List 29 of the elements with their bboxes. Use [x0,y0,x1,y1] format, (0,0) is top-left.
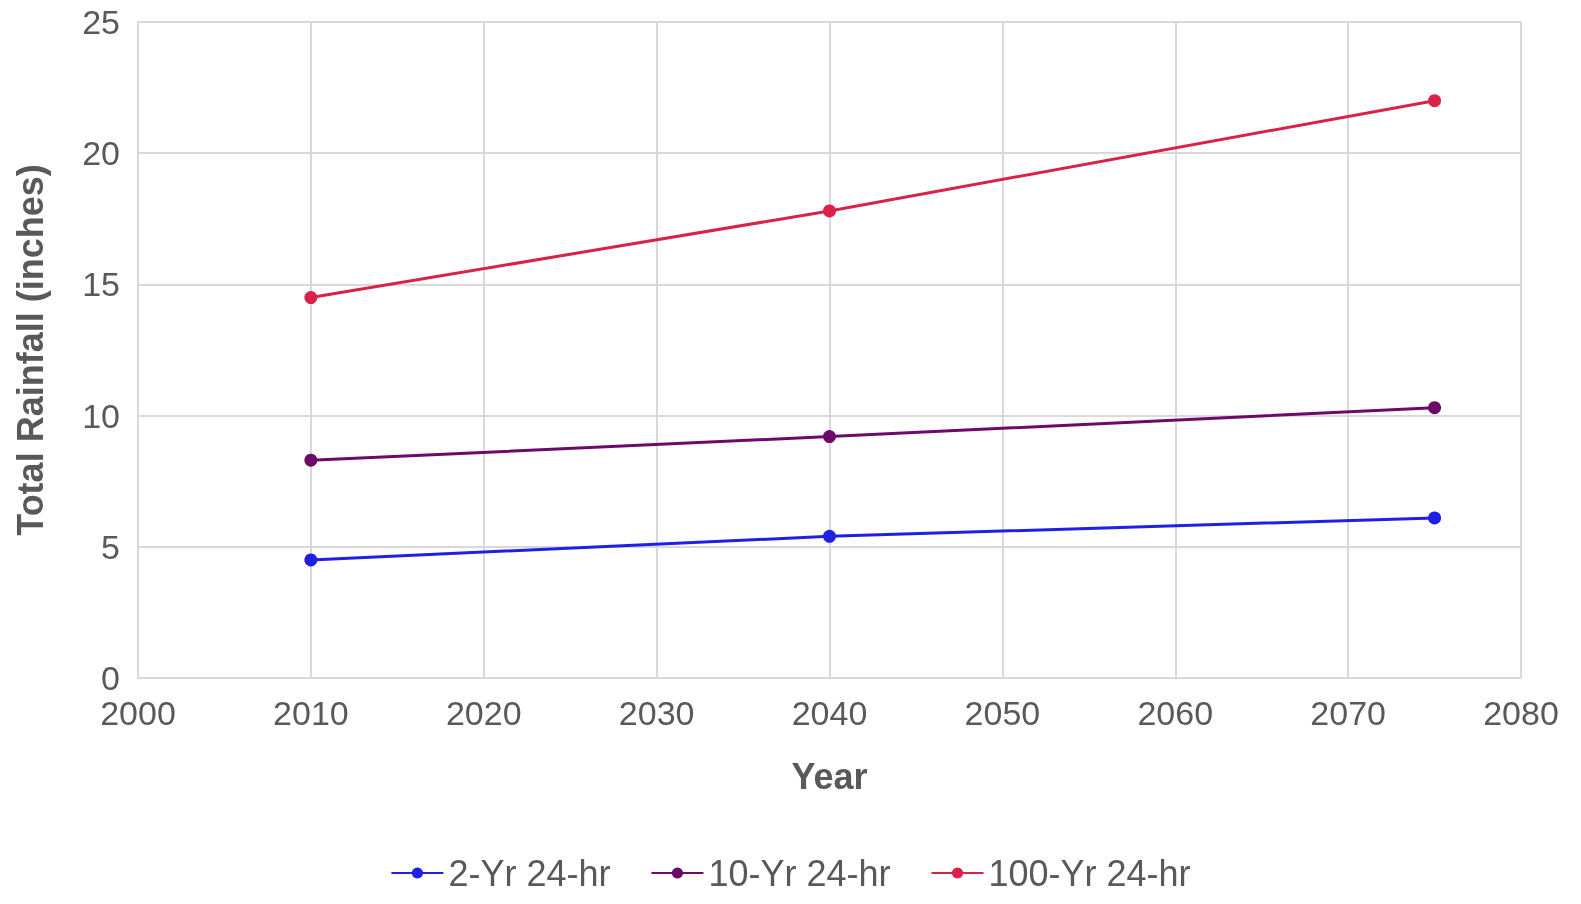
x-tick-label: 2080 [1483,694,1559,732]
legend-label: 10-Yr 24-hr [708,852,891,894]
y-tick-label: 5 [101,527,120,566]
legend-label: 100-Yr 24-hr [988,852,1191,894]
x-tick-label: 2070 [1310,694,1386,732]
y-tick-label: 20 [82,134,120,173]
point [823,204,836,218]
point [1428,401,1442,415]
y-tick-label: 15 [82,265,120,304]
y-tick-label: 0 [101,659,120,697]
x-axis-title: Year [791,755,868,797]
x-tick-label: 2050 [964,694,1041,732]
point [1428,511,1442,525]
x-tick-label: 2030 [618,694,695,732]
point [823,529,836,543]
y-tick-label: 10 [82,396,120,435]
point [304,553,318,567]
y-axis-title: Total Rainfall (inches) [9,164,51,536]
x-tick-label: 2020 [445,694,522,732]
y-tick-label: 25 [82,3,120,41]
x-tick-label: 2060 [1137,694,1214,732]
legend-label: 2-Yr 24-hr [448,852,611,894]
x-tick-label: 2000 [100,694,176,732]
x-tick-label: 2010 [273,694,349,732]
point [823,430,836,444]
point [1428,94,1442,108]
point [304,291,318,305]
point [304,453,318,467]
x-tick-label: 2040 [791,694,868,732]
